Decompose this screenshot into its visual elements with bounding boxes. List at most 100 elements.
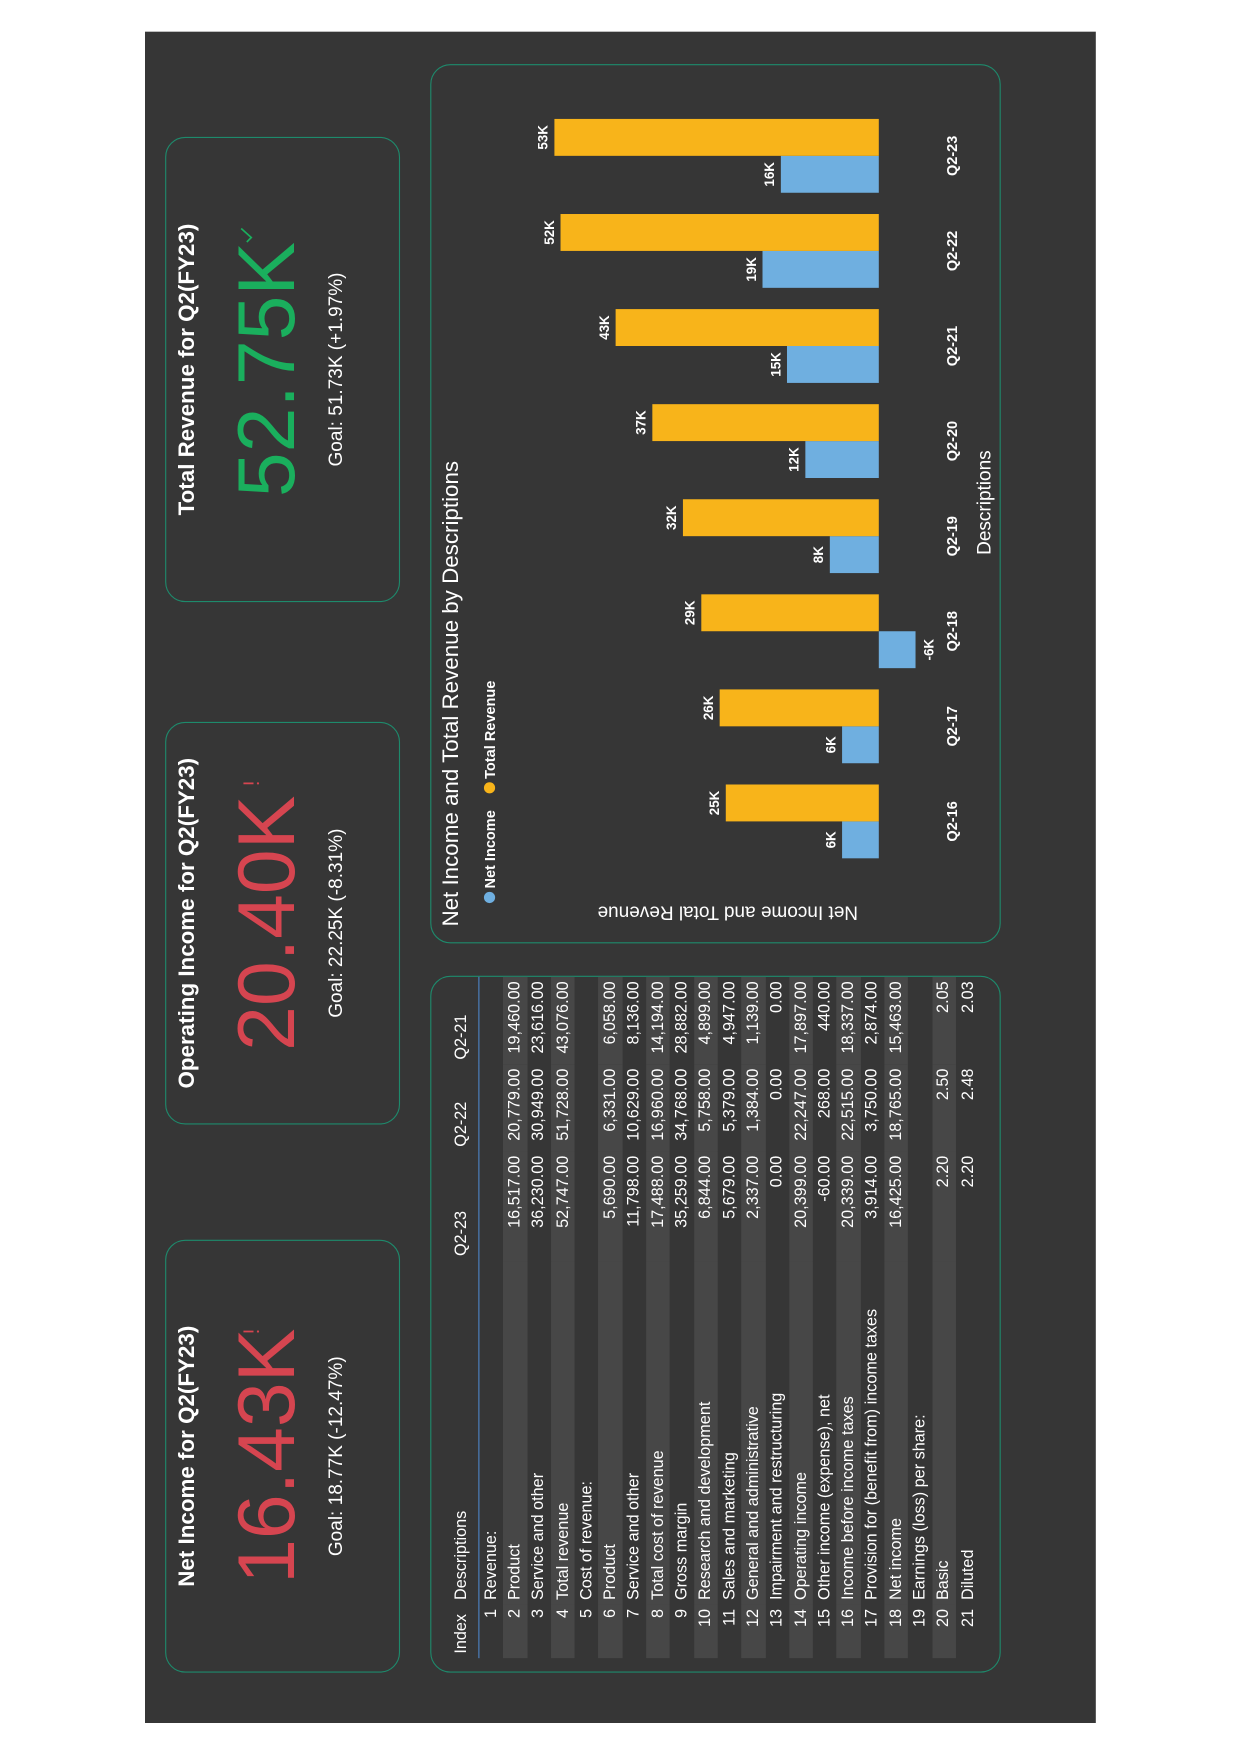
table-card: Index Descriptions Q2-23 Q2-22 Q2-21 1 Revenue…: [430, 975, 1001, 1673]
table-row: 20 Basic 2.20 2.50 2.05: [932, 976, 956, 1659]
table-cell: Sales and marketing: [720, 1452, 739, 1601]
financial-table: Index Descriptions Q2-23 Q2-22 Q2-21 1 Revenue…: [444, 976, 980, 1659]
table-cell: 43,076.00: [550, 976, 575, 1065]
table-cell: 1,384.00: [741, 1064, 766, 1152]
table-cell: 18: [884, 1604, 909, 1659]
bar: [560, 214, 879, 251]
dashboard: Net Income for Q2(FY23) 16.43K Goal: 18.…: [145, 31, 1096, 1724]
table-cell: 2.48: [958, 1068, 977, 1101]
kpi-value: 52.75K: [222, 241, 312, 498]
table-cell: Revenue:: [482, 1530, 501, 1601]
table-cell: Impairment and restructuring: [768, 1392, 787, 1601]
column-header: Q2-21: [444, 976, 479, 1065]
data-label: 29K: [683, 600, 698, 625]
bar: [652, 404, 879, 442]
table-cell: 10,629.00: [625, 1068, 644, 1141]
data-label: 53K: [536, 125, 551, 150]
table-cell: 6,844.00: [693, 1151, 718, 1261]
kpi-goal: Goal: 51.73K (+1.97%): [325, 272, 347, 467]
table-cell: Total revenue: [550, 1260, 575, 1605]
table-cell: 23,616.00: [530, 981, 548, 1054]
bar: [829, 536, 879, 574]
table-cell: 2,874.00: [863, 981, 882, 1045]
data-label: 52K: [542, 220, 557, 245]
table-cell: 4,899.00: [693, 976, 718, 1065]
table-cell: Total cost of revenue: [646, 1260, 671, 1605]
kpi-value: 20.40K: [222, 795, 312, 1051]
legend-marker: [483, 891, 496, 904]
alert-icon: [243, 782, 260, 785]
table-cell: [479, 977, 503, 1064]
table-cell: Basic: [932, 1260, 956, 1605]
table-cell: 1,139.00: [741, 976, 766, 1065]
table-row: 18 Net income 16,425.00 18,765.00 15,463.00: [884, 976, 909, 1659]
table-row: 11 Sales and marketing 5,679.00 5,379.00 4,9…: [718, 977, 742, 1658]
chart-card: Net Income and Total Revenue by Descript…: [430, 64, 1001, 944]
table-row: 17 Provision for (benefit from) income ta…: [861, 977, 885, 1658]
table-cell: 36,230.00: [530, 1155, 548, 1228]
x-tick-label: Q2-18: [945, 611, 961, 651]
table-cell: [479, 1151, 503, 1260]
table-cell: Diluted: [958, 1549, 977, 1601]
bar: [554, 118, 879, 156]
table-row: 2 Product 16,517.00 20,779.00 19,460.00: [503, 976, 528, 1659]
table-cell: 5,758.00: [693, 1064, 718, 1152]
bar: [878, 631, 916, 669]
table-row: 4 Total revenue 52,747.00 51,728.00 43,076.0…: [550, 976, 575, 1659]
table-cell: 2.05: [932, 976, 956, 1065]
x-tick-label: Q2-20: [945, 421, 961, 461]
column-header: Q2-23: [444, 1151, 479, 1261]
table-cell: Product: [503, 1260, 528, 1605]
chart: Net Income and Total Revenue by Descript…: [438, 118, 996, 927]
table-cell: 16: [836, 1604, 861, 1659]
bar: [805, 441, 879, 478]
kpi-value: 16.43K: [222, 1328, 312, 1584]
table-row: 9 Gross margin 35,259.00 34,768.00 28,882.00: [670, 977, 694, 1658]
check-icon: [240, 227, 253, 243]
table-cell: Earnings (loss) per share:: [911, 1414, 930, 1601]
legend-marker: [483, 782, 496, 794]
table-cell: 3,914.00: [863, 1155, 882, 1219]
table-cell: Income before income taxes: [836, 1260, 861, 1605]
y-axis-label: Net Income and Total Revenue: [598, 901, 859, 922]
table-row: 19 Earnings (loss) per share:: [908, 977, 932, 1658]
table-row: 21 Diluted 2.20 2.48 2.03: [956, 977, 980, 1658]
kpi-card: Net Income for Q2(FY23) 16.43K Goal: 18.…: [165, 1239, 401, 1673]
table-cell: 17,897.00: [789, 976, 813, 1065]
bar: [762, 250, 879, 288]
table-cell: 2,337.00: [741, 1151, 766, 1261]
data-label: 32K: [664, 505, 679, 530]
table-cell: 12: [741, 1604, 766, 1659]
chart-title: Net Income and Total Revenue by Descript…: [438, 461, 463, 927]
kpi-goal: Goal: 22.25K (-8.31%): [325, 828, 347, 1018]
x-tick-label: Q2-17: [945, 706, 961, 746]
column-header: Index: [444, 1604, 479, 1659]
table-cell: 2.20: [932, 1151, 956, 1261]
table-cell: [575, 1064, 599, 1151]
table-row: 14 Operating income 20,399.00 22,247.00 17,8…: [789, 976, 813, 1659]
table-cell: 15: [815, 1608, 834, 1628]
table-row: 13 Impairment and restructuring 0.00 0.00 0.…: [765, 977, 789, 1658]
table-cell: 14,194.00: [646, 976, 671, 1065]
data-label: 16K: [762, 162, 777, 187]
table-cell: 19,460.00: [503, 976, 528, 1065]
table-cell: [908, 1151, 932, 1260]
legend-label: Total Revenue: [483, 681, 499, 779]
data-label: 37K: [634, 410, 649, 435]
kpi-title: Operating Income for Q2(FY23): [175, 757, 200, 1089]
bar: [780, 155, 879, 193]
table-row: 16 Income before income taxes 20,339.00 22,…: [836, 976, 861, 1659]
table-cell: 5,679.00: [720, 1155, 739, 1219]
x-axis-label: Descriptions: [975, 450, 996, 555]
table-cell: [479, 1064, 503, 1151]
table-cell: Cost of revenue:: [577, 1480, 596, 1601]
table-cell: 34,768.00: [672, 1068, 691, 1141]
bar: [786, 346, 879, 383]
x-tick-label: Q2-21: [945, 326, 961, 366]
table-cell: 17: [863, 1608, 882, 1628]
table-cell: Net income: [884, 1260, 909, 1605]
legend-label: Net Income: [483, 810, 499, 888]
data-label: 6K: [823, 831, 838, 848]
bar: [701, 594, 879, 632]
bar: [615, 309, 879, 347]
